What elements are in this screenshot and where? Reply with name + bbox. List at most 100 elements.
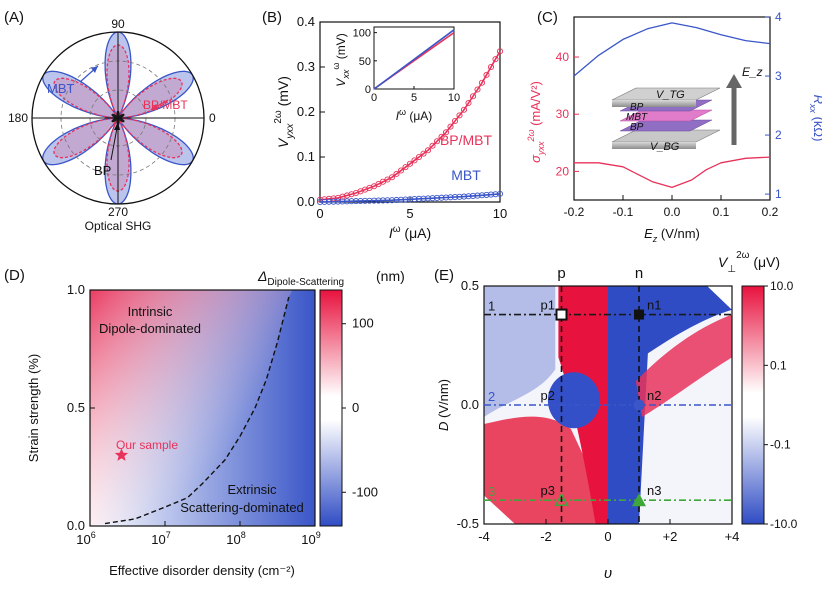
panel-a-polar: 90 0 270 180 MBT BP/MBT BP Optical SHG (8, 17, 216, 233)
b-point (429, 142, 436, 149)
b-point (424, 147, 432, 154)
b-xtick-label: 0 (316, 206, 323, 221)
b-point (411, 157, 418, 164)
c-label-vbg: V_BG (650, 141, 680, 153)
b-inset-xtick-label: 0 (371, 92, 377, 104)
polar-title: Optical SHG (85, 219, 152, 233)
e-colorbar-title: V⊥2ω (μV) (718, 250, 780, 275)
d-ylabel: Strain strength (%) (26, 354, 41, 462)
mbt-arrow-head (91, 66, 98, 73)
e-top-label: p (557, 265, 565, 282)
d-colorbar-ticks: 100 0 -100 (342, 316, 378, 499)
b-inset-ytick-label: 100 (353, 28, 371, 40)
c-series (573, 22, 771, 189)
b-point (442, 194, 450, 201)
b-point (496, 190, 504, 197)
d-xtick-label: 107 (151, 530, 170, 547)
b-inset-ylabel: Vxxω (mV) (331, 33, 351, 86)
legend-mbt: MBT (47, 81, 75, 96)
d-label-extrinsic: Extrinsic (227, 482, 277, 497)
b-point (420, 150, 427, 157)
c-label-bp-top: BP (630, 102, 644, 113)
b-point (492, 56, 499, 63)
b-point (393, 196, 400, 204)
d-cbar-tick-label: 0 (352, 400, 359, 415)
e-top-label: n (635, 265, 643, 282)
e-region-blue-tr (642, 286, 732, 358)
d-ytick-label: 1.0 (67, 282, 85, 297)
e-ytick-label: 0.0 (461, 397, 479, 412)
e-xtick-label: -4 (478, 529, 490, 544)
b-point (406, 160, 414, 167)
e-colorbar-ticks: 10.0 0.1 -0.1 -10.0 (764, 279, 798, 531)
b-inset-xlabel: Iω (μA) (396, 107, 433, 123)
e-hcut-label: 1 (488, 299, 495, 314)
b-point (433, 194, 441, 201)
c-xtick-label: 0.1 (713, 205, 730, 219)
b-point (316, 198, 324, 206)
b-point (402, 164, 409, 171)
angle-90-label: 90 (111, 17, 125, 31)
c-xtick-label: 0.0 (664, 205, 681, 219)
e-ytick-label: -0.5 (457, 516, 479, 531)
b-point (451, 117, 459, 125)
bp-arrow-head (114, 122, 120, 130)
d-ytick-label: 0.0 (67, 518, 85, 533)
e-xlabel: υ (604, 565, 612, 582)
b-point (478, 192, 486, 199)
c-label-bp-bot: BP (630, 122, 644, 133)
e-cbar-tick-label: 0.1 (770, 358, 787, 372)
b-point (478, 79, 486, 86)
b-point (406, 196, 414, 203)
e-xtick-label: -2 (540, 529, 552, 544)
d-boundary-line (104, 296, 290, 525)
e-colorbar (741, 285, 765, 525)
e-point-label: n3 (647, 483, 661, 498)
d-label-scattering: Scattering-dominated (180, 500, 304, 515)
b-point (496, 48, 504, 55)
e-corner-bl (484, 495, 515, 524)
b-point (388, 197, 396, 204)
e-marker (633, 399, 645, 411)
b-point (438, 194, 445, 201)
e-ticks: -4 -2 0 +2 +4 0.5 0.0 -0.5 p n (457, 265, 740, 544)
d-ytick-label: 0.5 (67, 400, 85, 415)
c-ez-arrow-head (726, 74, 742, 88)
b-point (469, 93, 477, 100)
b-point (361, 197, 369, 204)
b-ytick-label: 0.0 (297, 194, 315, 209)
c-xlabel: Ez (V/nm) (644, 226, 700, 244)
c-ticks: -0.2 -0.1 0.0 0.1 0.2 20 30 40 1 2 3 4 (556, 10, 782, 219)
b-ylabel: Vyxx2ω (mV) (273, 76, 296, 148)
b-point (438, 133, 445, 140)
c-device-stack: V_TG BP MBT BP V_BG E_z (611, 65, 763, 153)
b-point (487, 191, 495, 198)
b-xtick-label: 10 (493, 206, 507, 221)
c-label-ez: E_z (742, 65, 763, 79)
panel-b-chart: 0 5 10 0.0 0.1 0.2 0.3 0.4 BP/MBT MBT Iω (μA) V… (273, 14, 507, 241)
c-ylabel-right: Rxx (kΩ) (808, 95, 822, 142)
b-point (420, 195, 427, 202)
b-point (424, 195, 432, 202)
b-ytick-label: 0.2 (297, 104, 315, 119)
b-point (460, 106, 468, 113)
legend-bp: BP (94, 163, 111, 178)
d-xtick-label: 108 (226, 530, 245, 547)
c-xtick-label: 0.2 (762, 205, 779, 219)
e-region-red-ll (484, 416, 599, 524)
e-cbar-tick-label: -0.1 (770, 438, 791, 452)
c-ytick-left-label: 20 (556, 164, 570, 178)
b-point (456, 193, 463, 200)
e-point-label: n1 (647, 298, 661, 313)
e-region-red-diag (635, 314, 732, 417)
b-ytick-label: 0.1 (297, 149, 315, 164)
b-point (433, 138, 441, 145)
c-label-mbt: MBT (626, 112, 648, 123)
e-xtick-label: 0 (604, 529, 611, 544)
e-region-blue-p2 (547, 372, 600, 429)
b-inset-xtick-label: 5 (411, 92, 417, 104)
d-xlabel: Effective disorder density (cm⁻²) (109, 563, 295, 578)
